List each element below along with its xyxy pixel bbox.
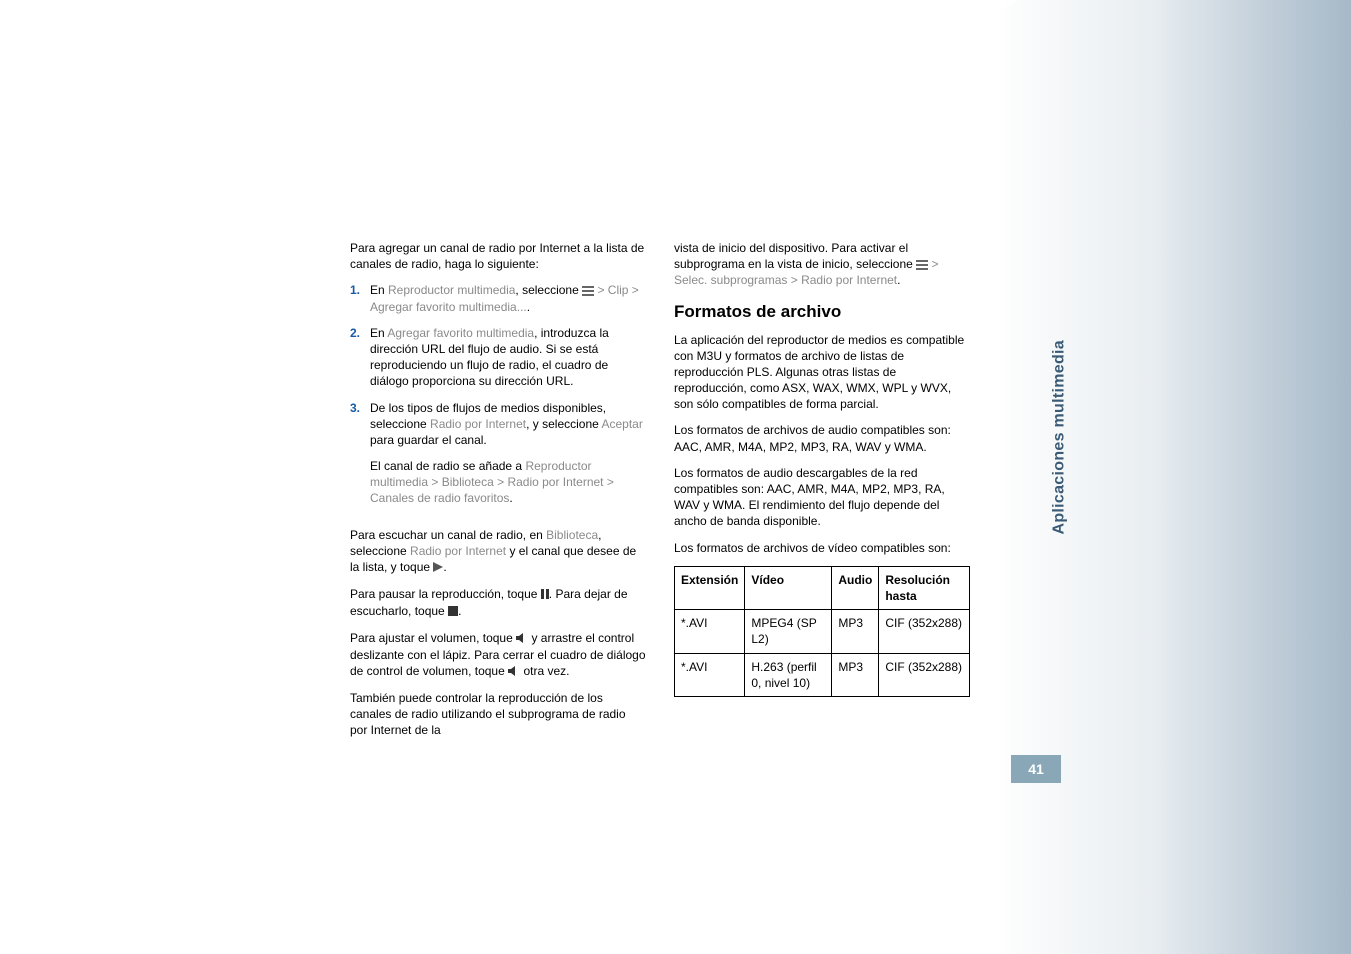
step-number: 1. (350, 282, 364, 314)
text: , y seleccione (526, 417, 601, 431)
content-columns: Para agregar un canal de radio por Inter… (350, 240, 970, 748)
text: En (370, 283, 388, 297)
ui-path: Canales de radio favoritos (370, 491, 509, 505)
stop-icon (448, 604, 458, 620)
table-cell: CIF (352x288) (879, 653, 970, 696)
step-body: De los tipos de flujos de medios disponi… (370, 400, 646, 517)
text: para guardar el canal. (370, 433, 487, 447)
text: Para pausar la reproducción, toque (350, 587, 541, 601)
ui-path: Aceptar (601, 417, 642, 431)
ui-path: Agregar favorito multimedia (387, 326, 534, 340)
pause-icon (541, 587, 549, 603)
text: . (443, 560, 446, 574)
sep: > (628, 283, 638, 297)
ui-path: Biblioteca (546, 528, 598, 542)
table-cell: *.AVI (675, 653, 745, 696)
text: Para ajustar el volumen, toque (350, 631, 516, 645)
sep: > (928, 257, 938, 271)
text: otra vez. (520, 664, 569, 678)
ui-path: Radio por Internet (430, 417, 526, 431)
paragraph-listen: Para escuchar un canal de radio, en Bibl… (350, 527, 646, 576)
text: . (897, 273, 900, 287)
paragraph-download-formats: Los formatos de audio descargables de la… (674, 465, 970, 530)
sep: > (428, 475, 442, 489)
ui-path: Clip (608, 283, 629, 297)
paragraph-widget: También puede controlar la reproducción … (350, 690, 646, 739)
paragraph-volume: Para ajustar el volumen, toque y arrastr… (350, 630, 646, 680)
paragraph-continue: vista de inicio del dispositivo. Para ac… (674, 240, 970, 289)
table-header-row: Extensión Vídeo Audio Resolución hasta (675, 566, 970, 609)
step-1: 1. En Reproductor multimedia, seleccione… (350, 282, 646, 314)
text: . (458, 604, 461, 618)
table-row: *.AVI MPEG4 (SP L2) MP3 CIF (352x288) (675, 610, 970, 653)
intro-paragraph: Para agregar un canal de radio por Inter… (350, 240, 646, 272)
table-header: Extensión (675, 566, 745, 609)
table-header: Resolución hasta (879, 566, 970, 609)
text: Para escuchar un canal de radio, en (350, 528, 546, 542)
ui-path: Biblioteca (442, 475, 494, 489)
menu-icon (582, 286, 594, 296)
document-page: Aplicaciones multimedia 41 Para agregar … (0, 0, 1351, 954)
text: . (527, 300, 530, 314)
ui-path: Reproductor multimedia (388, 283, 515, 297)
step-number: 3. (350, 400, 364, 517)
text: . (509, 491, 512, 505)
ui-path: Agregar favorito multimedia... (370, 300, 527, 314)
ui-path: Radio por Internet (801, 273, 897, 287)
table-header: Audio (832, 566, 879, 609)
table-cell: MP3 (832, 653, 879, 696)
side-chapter-label: Aplicaciones multimedia (1051, 340, 1069, 535)
step-body: En Agregar favorito multimedia, introduz… (370, 325, 646, 390)
table-cell: H.263 (perfil 0, nivel 10) (745, 653, 832, 696)
step-body: En Reproductor multimedia, seleccione > … (370, 282, 646, 314)
page-number: 41 (1011, 755, 1061, 783)
right-column: vista de inicio del dispositivo. Para ac… (674, 240, 970, 748)
menu-icon (916, 260, 928, 270)
sep: > (594, 283, 608, 297)
video-formats-table: Extensión Vídeo Audio Resolución hasta *… (674, 566, 970, 697)
step-3: 3. De los tipos de flujos de medios disp… (350, 400, 646, 517)
ui-path: Selec. subprogramas (674, 273, 787, 287)
table-cell: CIF (352x288) (879, 610, 970, 653)
paragraph-audio-formats: Los formatos de archivos de audio compat… (674, 422, 970, 454)
volume-icon (516, 631, 528, 647)
text: , seleccione (515, 283, 582, 297)
step-number: 2. (350, 325, 364, 390)
ui-path: Radio por Internet (507, 475, 603, 489)
ui-path: Radio por Internet (410, 544, 506, 558)
table-cell: *.AVI (675, 610, 745, 653)
table-cell: MP3 (832, 610, 879, 653)
table-cell: MPEG4 (SP L2) (745, 610, 832, 653)
table-row: *.AVI H.263 (perfil 0, nivel 10) MP3 CIF… (675, 653, 970, 696)
paragraph-video-formats: Los formatos de archivos de vídeo compat… (674, 540, 970, 556)
table-header: Vídeo (745, 566, 832, 609)
step-2: 2. En Agregar favorito multimedia, intro… (350, 325, 646, 390)
text: En (370, 326, 387, 340)
sep: > (787, 273, 801, 287)
text: vista de inicio del dispositivo. Para ac… (674, 241, 916, 271)
volume-icon (508, 664, 520, 680)
sep: > (604, 475, 614, 489)
left-column: Para agregar un canal de radio por Inter… (350, 240, 646, 748)
text: El canal de radio se añade a (370, 459, 525, 473)
play-icon (433, 560, 443, 576)
section-heading: Formatos de archivo (674, 301, 970, 324)
paragraph-pause: Para pausar la reproducción, toque . Par… (350, 586, 646, 620)
paragraph-playlists: La aplicación del reproductor de medios … (674, 332, 970, 413)
sep: > (494, 475, 508, 489)
